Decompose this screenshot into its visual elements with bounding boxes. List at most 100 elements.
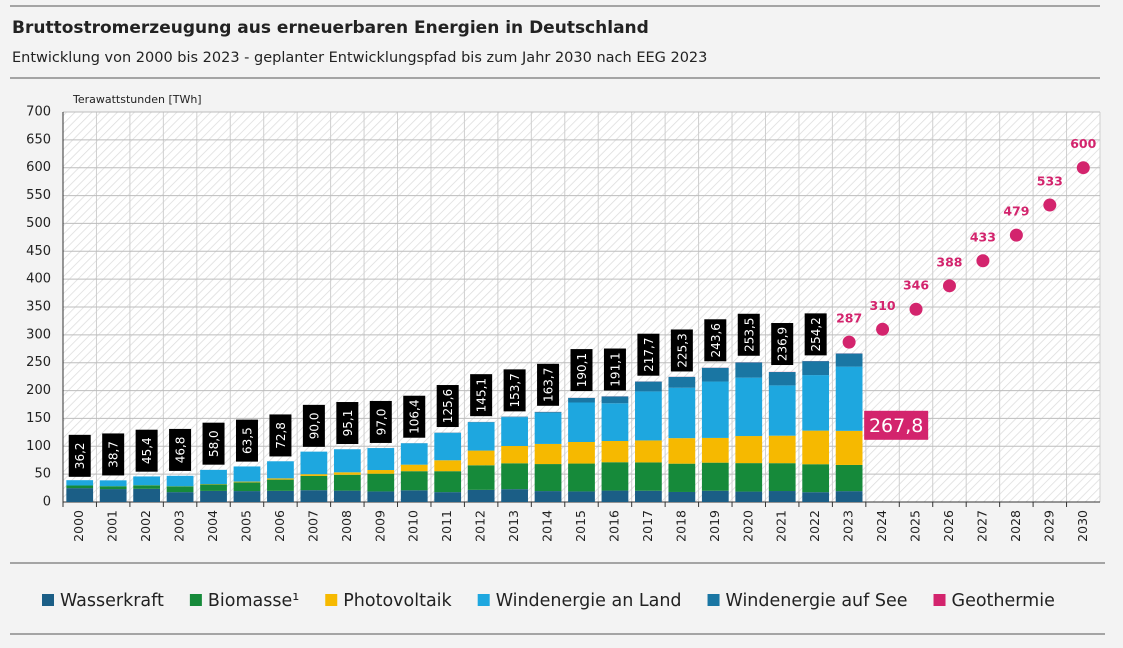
- total-label: 236,9: [776, 327, 790, 361]
- bar-segment: [300, 451, 328, 475]
- bar-segment: [501, 489, 528, 502]
- total-label-box: [637, 333, 660, 376]
- plan-point: [876, 322, 890, 336]
- legend-label: Wasserkraft: [60, 591, 164, 611]
- x-tick-label: 2004: [205, 510, 220, 542]
- bar-segment: [267, 478, 294, 480]
- total-label-box: [570, 349, 593, 392]
- total-label-box: [102, 433, 125, 476]
- legend-swatch: [933, 594, 946, 606]
- total-label-box: [603, 348, 626, 391]
- total-label: 190,1: [575, 353, 589, 387]
- plan-label: 287: [836, 311, 862, 326]
- total-label: 90,0: [307, 412, 321, 439]
- y-tick-label: 0: [43, 495, 51, 510]
- x-tick-label: 2023: [841, 510, 856, 542]
- bar-segment: [400, 471, 428, 491]
- bar-segment: [367, 448, 395, 471]
- x-tick-label: 2002: [138, 510, 153, 542]
- bar-segment: [768, 385, 796, 436]
- x-tick-label: 2012: [473, 510, 488, 542]
- bar-segment: [835, 366, 863, 431]
- legend-swatch: [189, 594, 202, 606]
- total-label: 95,1: [341, 410, 355, 437]
- bar-segment: [701, 490, 729, 502]
- total-label-box: [804, 313, 827, 356]
- bar-segment: [233, 466, 261, 482]
- bar-segment: [133, 488, 161, 502]
- x-tick-label: 2008: [339, 510, 354, 542]
- bar-segment: [668, 387, 696, 439]
- bar-segment: [701, 437, 729, 463]
- y-tick-label: 100: [26, 439, 51, 454]
- bar-segment: [400, 443, 428, 465]
- bar-segment: [601, 490, 629, 502]
- total-label-box: [169, 428, 192, 471]
- bar-segment: [835, 491, 863, 502]
- bar-segment: [200, 469, 227, 485]
- bar-segment: [534, 411, 562, 413]
- total-label-box: [503, 369, 526, 412]
- total-label-box: [369, 400, 392, 443]
- bar-segment: [768, 435, 796, 464]
- bar-segment: [802, 361, 830, 376]
- bar-segment: [534, 443, 562, 465]
- bar-segment: [768, 372, 796, 386]
- total-label: 243,6: [709, 323, 723, 357]
- bar-segment: [568, 463, 595, 492]
- bar-segment: [166, 486, 194, 493]
- legend-swatch: [42, 594, 54, 606]
- bar-segment: [267, 490, 294, 502]
- bar-segment: [501, 417, 528, 447]
- bar-segment: [635, 391, 662, 441]
- chart-subtitle: Entwicklung von 2000 bis 2023 - geplante…: [12, 50, 707, 66]
- plan-point: [909, 302, 923, 316]
- plan-label: 388: [936, 254, 962, 269]
- bar-segment: [534, 464, 562, 492]
- bar-segment: [668, 463, 696, 492]
- bar-segment: [333, 474, 361, 491]
- y-tick-label: 400: [26, 272, 51, 287]
- y-tick-label: 700: [26, 105, 51, 120]
- y-tick-label: 450: [26, 244, 51, 259]
- bar-segment: [601, 396, 629, 404]
- bar-segment: [333, 449, 361, 473]
- bar-segment: [400, 490, 428, 502]
- bar-segment: [133, 485, 161, 489]
- bar-segment: [635, 381, 662, 392]
- total-label-box: [235, 419, 258, 462]
- x-tick-label: 2000: [71, 510, 86, 542]
- x-tick-label: 2030: [1075, 510, 1090, 542]
- x-tick-label: 2006: [272, 510, 287, 542]
- x-tick-label: 2026: [941, 510, 956, 542]
- bar-segment: [701, 367, 729, 382]
- bar-segment: [668, 491, 696, 502]
- bar-segment: [735, 436, 763, 464]
- bar-segment: [300, 474, 328, 476]
- total-callout-box: [864, 410, 929, 440]
- legend-swatch: [477, 594, 490, 606]
- bar-segment: [802, 375, 830, 431]
- total-label-box: [470, 374, 493, 417]
- total-label: 63,5: [240, 427, 254, 454]
- bar-segment: [267, 479, 294, 491]
- x-tick-label: 2017: [640, 510, 655, 542]
- bar-segment: [735, 377, 763, 437]
- total-label-box: [336, 402, 359, 445]
- bar-segment: [467, 450, 495, 466]
- total-label: 46,8: [174, 437, 188, 464]
- x-tick-label: 2029: [1041, 510, 1056, 542]
- total-label-box: [403, 395, 426, 438]
- total-label: 38,7: [107, 441, 121, 468]
- total-label: 217,7: [642, 338, 656, 372]
- total-label-box: [537, 363, 560, 406]
- total-label-box: [737, 313, 760, 356]
- y-tick-label: 550: [26, 188, 51, 203]
- bar-segment: [300, 490, 328, 502]
- bar-segment: [434, 460, 462, 472]
- x-tick-label: 2025: [908, 510, 923, 542]
- plan-point: [842, 335, 856, 349]
- x-tick-label: 2003: [172, 510, 187, 542]
